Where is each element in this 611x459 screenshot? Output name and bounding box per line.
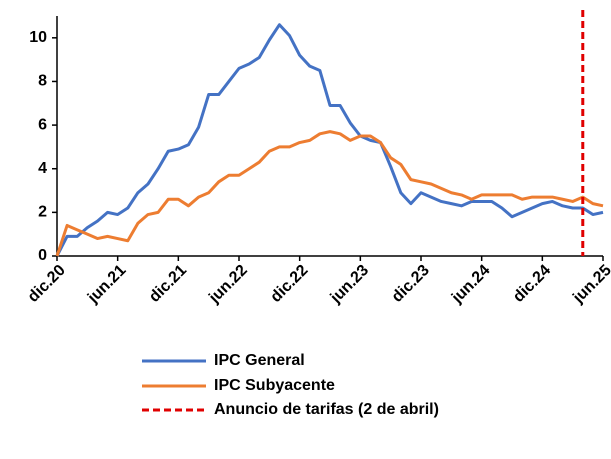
y-tick-label: 2	[38, 204, 47, 221]
x-tick-label: dic.23	[389, 262, 433, 306]
series-line	[55, 23, 604, 257]
y-tick-label: 8	[38, 73, 47, 90]
x-tick-label: dic.24	[510, 262, 554, 306]
x-tick-label: jun.25	[569, 262, 611, 308]
x-tick-label: jun.24	[448, 262, 494, 308]
legend-label: IPC Subyacente	[214, 377, 335, 394]
y-tick-label: 6	[38, 116, 47, 133]
series-line	[55, 130, 604, 257]
y-tick-label: 4	[38, 160, 47, 177]
x-tick-label: dic.21	[146, 262, 190, 306]
legend-label: IPC General	[214, 352, 305, 369]
x-tick-label: jun.21	[84, 262, 130, 308]
x-tick-label: dic.22	[267, 262, 311, 306]
y-tick-label: 0	[38, 247, 47, 264]
x-tick-label: jun.23	[327, 262, 373, 308]
legend-label: Anuncio de tarifas (2 de abril)	[214, 401, 439, 418]
x-tick-label: jun.22	[205, 262, 251, 308]
x-tick-label: dic.20	[25, 262, 69, 306]
y-tick-label: 10	[29, 29, 47, 46]
